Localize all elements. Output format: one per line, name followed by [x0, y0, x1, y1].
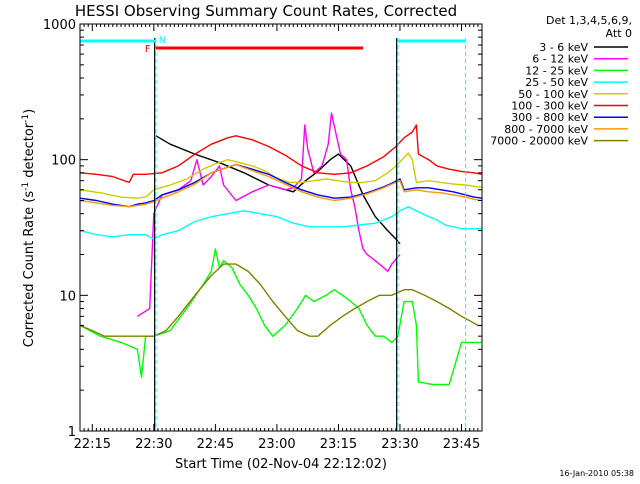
y-axis-label: Corrected Count Rate (s-1 detector-1) — [21, 109, 37, 347]
legend-label-3-6-kev: 3 - 6 keV — [539, 41, 588, 54]
x-tick-label: 22:15 — [74, 437, 111, 452]
legend-header-line2: Att 0 — [606, 27, 632, 40]
legend-label-300-800-kev: 300 - 800 keV — [511, 111, 588, 124]
timestamp: 16-Jan-2010 05:38 — [559, 469, 634, 478]
axes-layer: 22:15 22:30 22:45 23:00 23:15 23:30 23:45 1 10 10… — [43, 18, 483, 452]
series-line-12-25-kev — [79, 248, 482, 386]
series-line-300-800-kev — [79, 163, 483, 208]
legend-label-50-100-kev: 50 - 100 keV — [518, 88, 588, 101]
series-line-100-300-kev — [79, 124, 483, 184]
series-line-50-100-kev — [79, 152, 482, 199]
series-line-6-12-kev — [137, 112, 401, 317]
series-line-25-50-kev — [79, 205, 482, 240]
legend-label-25-50-kev: 25 - 50 keV — [525, 76, 588, 89]
legend-label-100-300-kev: 100 - 300 keV — [511, 100, 588, 113]
series-line-7000-20000-kev — [79, 263, 482, 337]
x-tick-label: 23:30 — [381, 437, 418, 452]
x-tick-label: 22:30 — [135, 437, 172, 452]
legend-header-line1: Det 1,3,4,5,6,9, — [546, 14, 632, 27]
plot-layer: NF — [79, 36, 483, 431]
night-flag-label: N — [159, 36, 166, 46]
x-tick-label: 23:15 — [320, 437, 357, 452]
y-tick-label: 1 — [68, 425, 76, 440]
legend-label-7000-20000-kev: 7000 - 20000 keV — [490, 135, 588, 148]
x-tick-label: 23:00 — [258, 437, 295, 452]
x-tick-label: 22:45 — [197, 437, 234, 452]
x-axis-label: Start Time (02-Nov-04 22:12:02) — [175, 457, 387, 472]
flare-flag-label: F — [145, 44, 151, 55]
legend-label-6-12-kev: 6 - 12 keV — [532, 53, 588, 66]
y-tick-label: 1000 — [43, 18, 76, 33]
y-tick-label: 10 — [59, 289, 76, 304]
chart-title: HESSI Observing Summary Count Rates, Cor… — [75, 2, 457, 20]
legend-label-12-25-kev: 12 - 25 keV — [525, 64, 588, 77]
x-tick-label: 23:45 — [443, 437, 480, 452]
legend-label-800-7000-kev: 800 - 7000 keV — [504, 123, 588, 136]
y-tick-label: 100 — [51, 154, 76, 169]
series-line-800-7000-kev — [79, 163, 483, 208]
